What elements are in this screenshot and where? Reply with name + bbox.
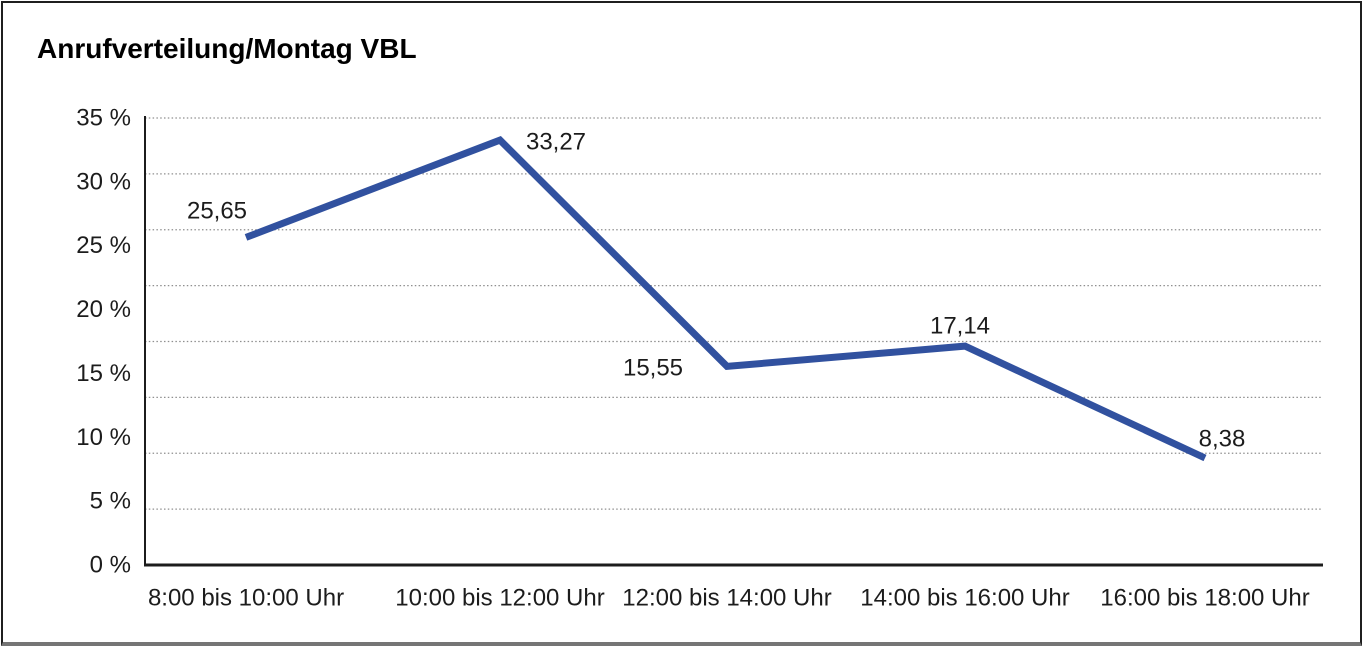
y-tick-label: 0 % — [90, 552, 131, 579]
y-tick-label: 10 % — [76, 424, 131, 451]
y-tick-label: 35 % — [76, 105, 131, 132]
x-tick-label: 10:00 bis 12:00 Uhr — [395, 585, 604, 612]
y-tick-label: 25 % — [76, 232, 131, 259]
y-tick-label: 15 % — [76, 360, 131, 387]
chart-title: Anrufverteilung/Montag VBL — [37, 33, 417, 64]
y-tick-label: 20 % — [76, 296, 131, 323]
x-tick-label: 14:00 bis 16:00 Uhr — [860, 585, 1069, 612]
data-label: 25,65 — [187, 198, 247, 225]
x-tick-label: 8:00 bis 10:00 Uhr — [148, 585, 344, 612]
series-line — [244, 136, 1207, 462]
y-tick-label: 5 % — [90, 488, 131, 515]
x-tick-label: 16:00 bis 18:00 Uhr — [1100, 585, 1309, 612]
data-label: 15,55 — [623, 355, 683, 382]
data-label: 17,14 — [930, 313, 990, 340]
data-label: 8,38 — [1199, 426, 1246, 453]
y-tick-label: 30 % — [76, 168, 131, 195]
x-tick-label: 12:00 bis 14:00 Uhr — [622, 585, 831, 612]
data-label: 33,27 — [526, 129, 586, 156]
